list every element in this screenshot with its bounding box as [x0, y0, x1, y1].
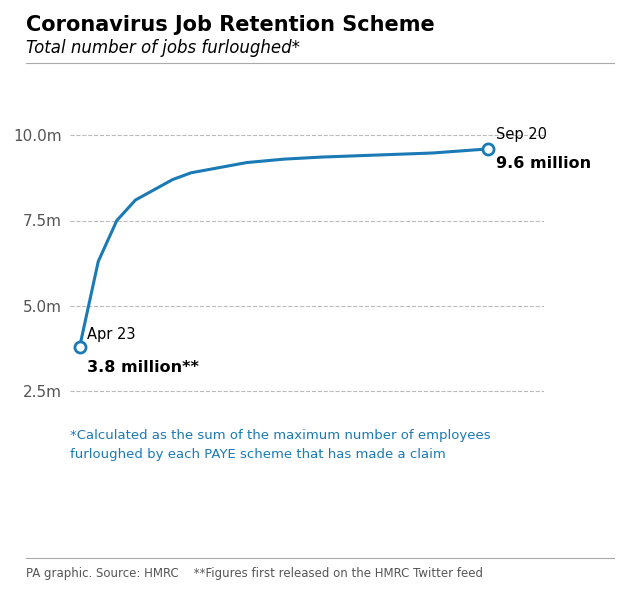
Text: PA graphic. Source: HMRC    **Figures first released on the HMRC Twitter feed: PA graphic. Source: HMRC **Figures first… — [26, 567, 483, 580]
Text: 9.6 million: 9.6 million — [496, 156, 591, 171]
Text: *Calculated as the sum of the maximum number of employees
furloughed by each PAY: *Calculated as the sum of the maximum nu… — [70, 429, 491, 461]
Text: Coronavirus Job Retention Scheme: Coronavirus Job Retention Scheme — [26, 15, 435, 35]
Text: Sep 20: Sep 20 — [496, 127, 547, 142]
Text: 3.8 million**: 3.8 million** — [87, 360, 199, 375]
Text: Apr 23: Apr 23 — [87, 326, 136, 341]
Text: Total number of jobs furloughed*: Total number of jobs furloughed* — [26, 39, 300, 57]
